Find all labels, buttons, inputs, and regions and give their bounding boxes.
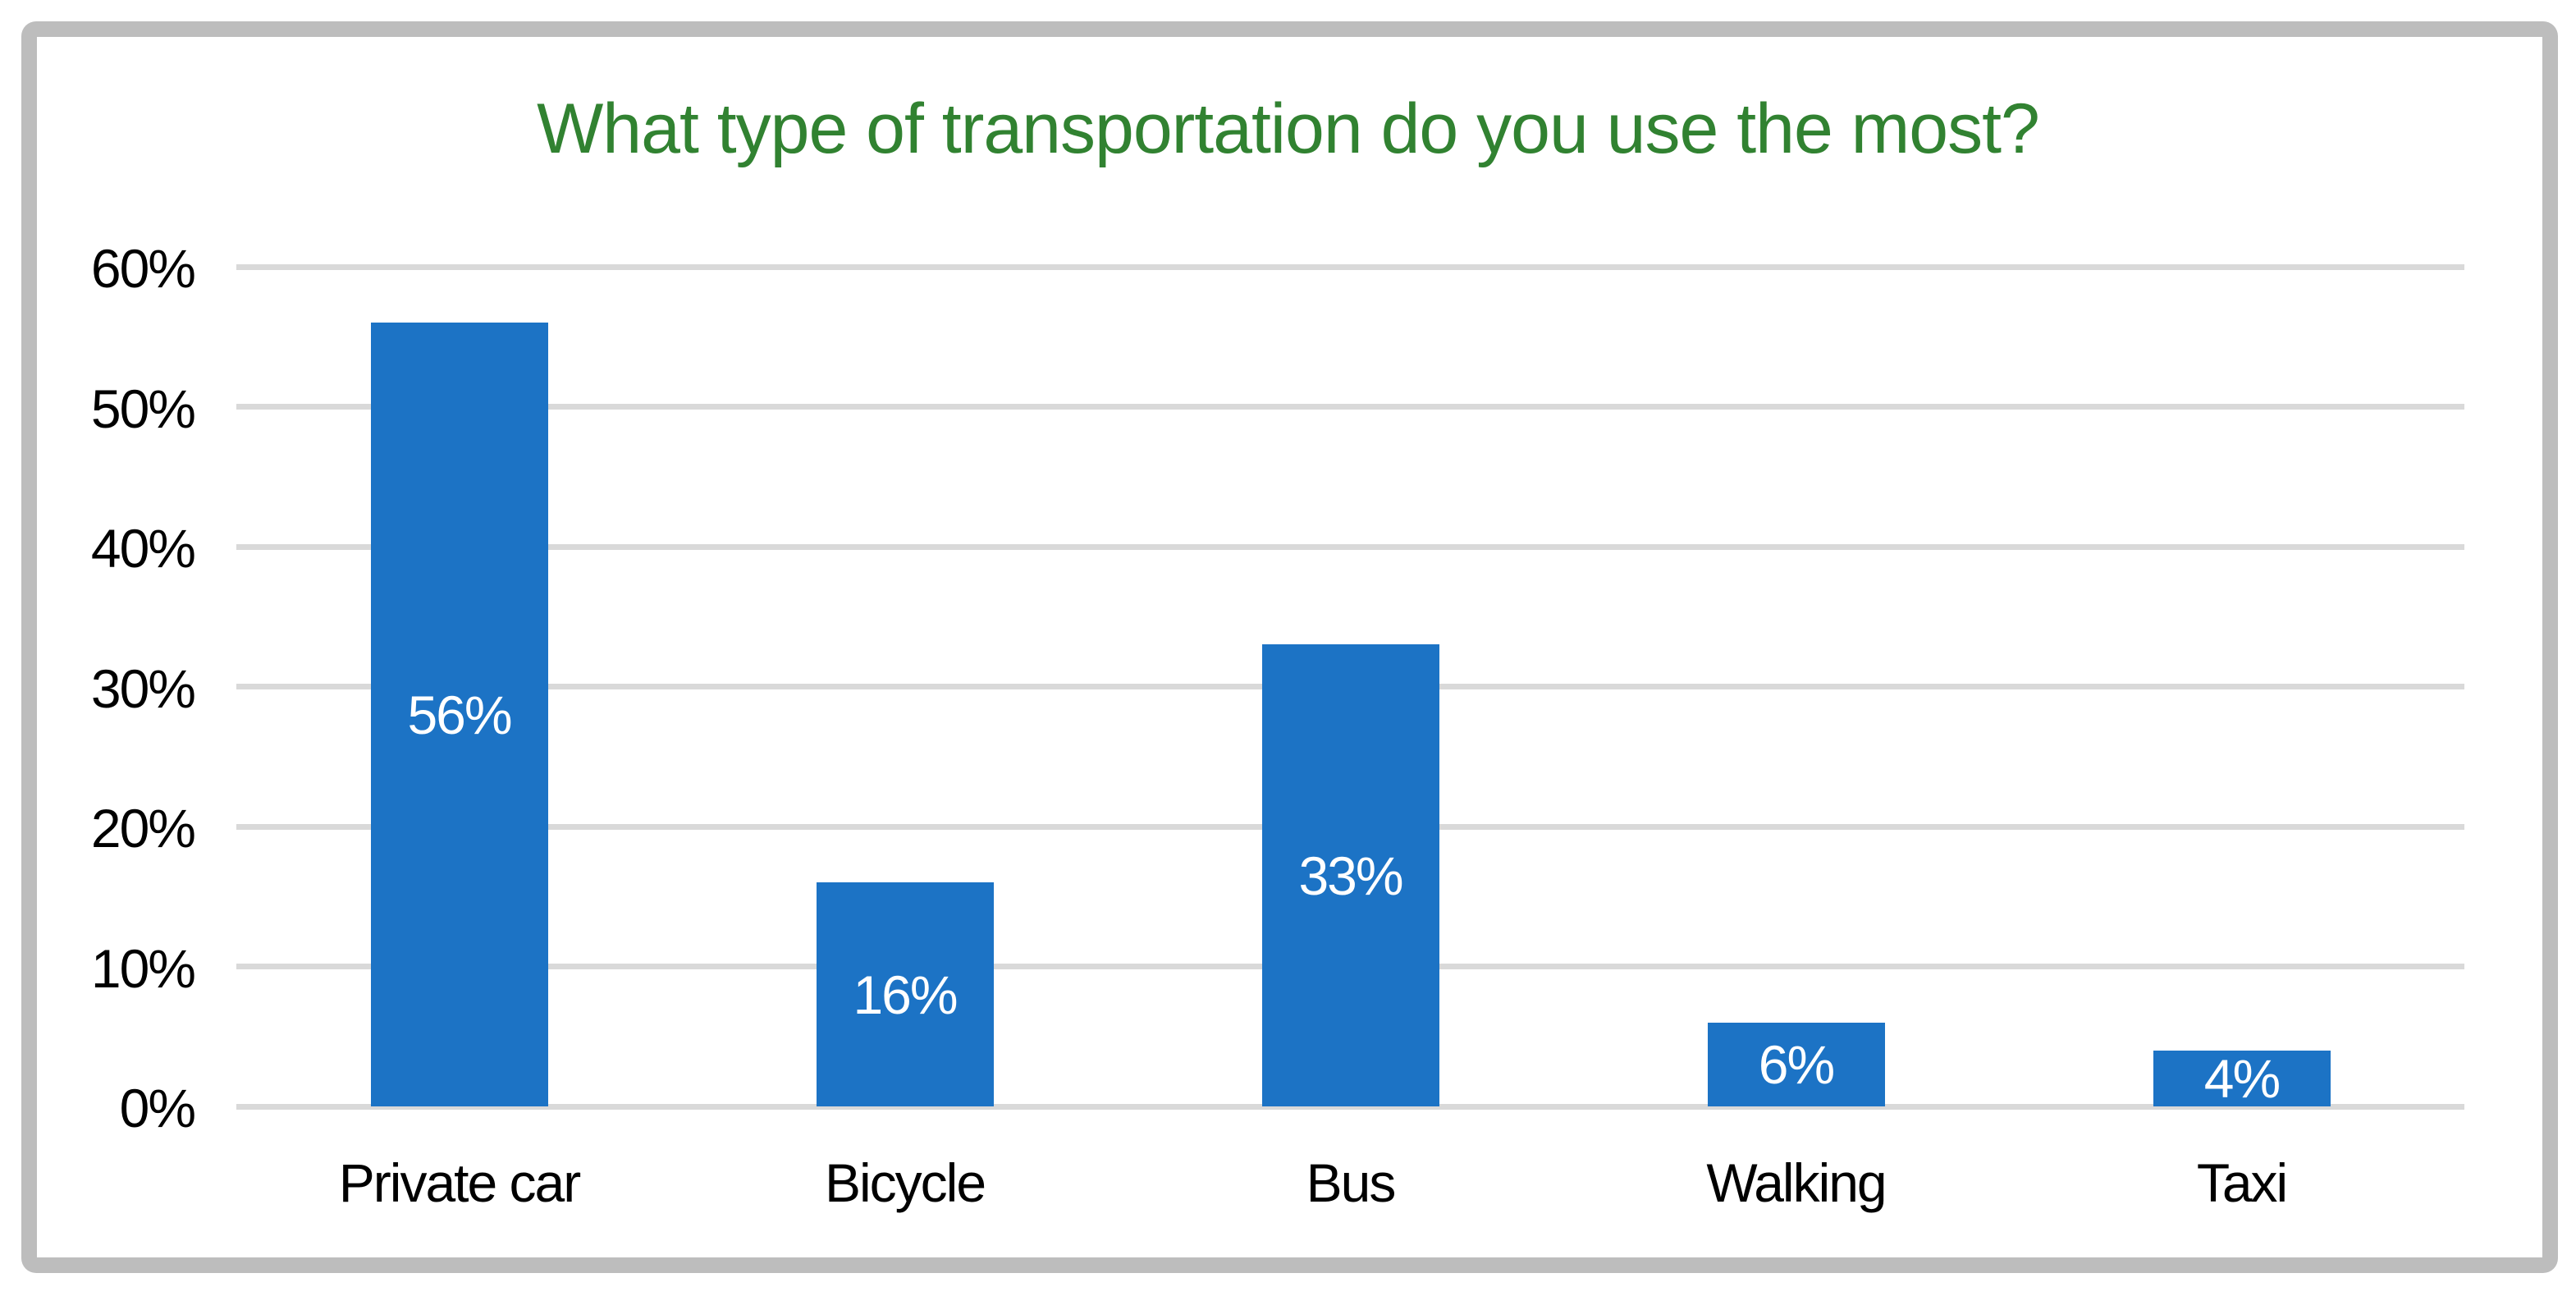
bar-bicycle: 16% bbox=[816, 882, 994, 1106]
category-label-taxi: Taxi bbox=[2196, 1152, 2288, 1213]
category-label-bicycle: Bicycle bbox=[824, 1152, 986, 1213]
category-label-private-car: Private car bbox=[338, 1152, 581, 1213]
gridline-40- bbox=[236, 543, 2464, 550]
y-axis-tick-label-40-: 40% bbox=[90, 518, 196, 579]
bar-value-label-walking: 6% bbox=[1758, 1033, 1835, 1095]
bar-private-car: 56% bbox=[370, 323, 548, 1106]
y-axis-tick-label-20-: 20% bbox=[90, 798, 196, 859]
gridline-50- bbox=[236, 404, 2464, 410]
gridline-60- bbox=[236, 263, 2464, 270]
y-axis-tick-label-60-: 60% bbox=[90, 238, 196, 299]
bar-walking: 6% bbox=[1707, 1022, 1885, 1106]
bar-bus: 33% bbox=[1261, 644, 1439, 1106]
category-label-walking: Walking bbox=[1706, 1152, 1887, 1213]
bar-value-label-bicycle: 16% bbox=[853, 964, 958, 1025]
bar-value-label-taxi: 4% bbox=[2203, 1047, 2281, 1109]
y-axis-tick-label-50-: 50% bbox=[90, 378, 196, 439]
gridline-0- bbox=[236, 1103, 2464, 1110]
category-label-bus: Bus bbox=[1306, 1152, 1397, 1213]
y-axis-tick-label-30-: 30% bbox=[90, 657, 196, 719]
bar-value-label-private-car: 56% bbox=[407, 684, 512, 745]
bar-value-label-bus: 33% bbox=[1298, 845, 1403, 906]
y-axis-tick-label-0-: 0% bbox=[119, 1078, 196, 1138]
chart-title: What type of transportation do you use t… bbox=[537, 89, 2040, 168]
bar-taxi: 4% bbox=[2153, 1047, 2331, 1109]
y-axis-tick-label-10-: 10% bbox=[90, 937, 196, 999]
